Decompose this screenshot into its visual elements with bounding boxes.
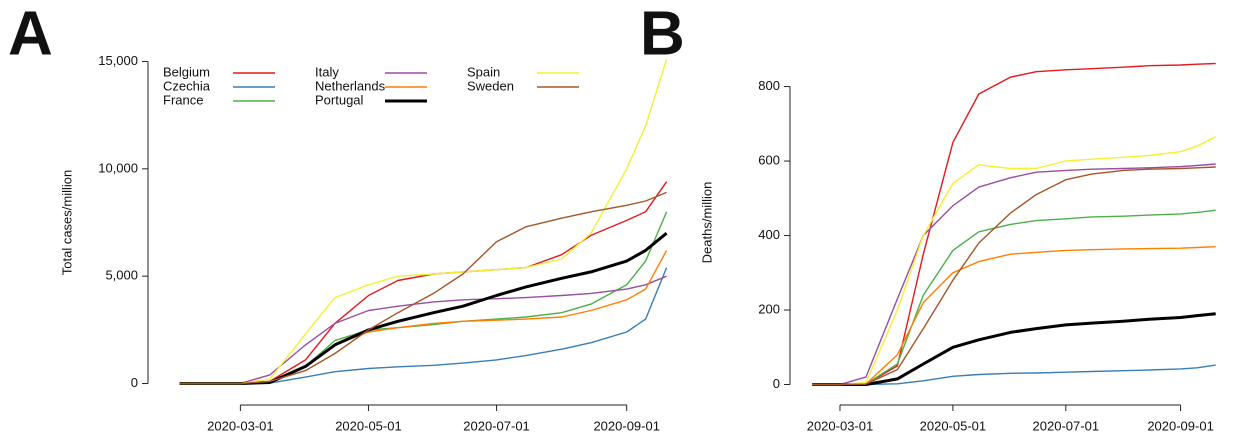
x-tick-label: 2020-05-01 [335, 418, 402, 433]
series-line [812, 136, 1217, 386]
series-line [812, 312, 1216, 386]
legend-label: Spain [467, 64, 500, 79]
x-tick-label: 2020-05-01 [920, 418, 987, 433]
panel-label: B [640, 0, 685, 68]
series-line [812, 364, 1216, 386]
series-line [179, 275, 667, 385]
y-axis-label: Total cases/million [59, 170, 74, 276]
x-tick-label: 2020-09-01 [1147, 418, 1214, 433]
legend-label: Italy [315, 64, 339, 79]
series-line [812, 166, 1216, 386]
y-tick-label: 5,000 [105, 268, 138, 283]
x-tick-label: 2020-07-01 [1033, 418, 1100, 433]
y-tick-label: 15,000 [98, 53, 138, 68]
legend-label: Czechia [163, 78, 211, 93]
x-tick-label: 2020-07-01 [463, 418, 530, 433]
series-line [812, 163, 1216, 386]
x-tick-label: 2020-09-01 [593, 418, 660, 433]
series-line [179, 59, 668, 385]
series-line [812, 62, 1216, 386]
series-line [179, 211, 668, 385]
legend-label: Belgium [163, 64, 210, 79]
y-tick-label: 0 [773, 376, 780, 391]
y-tick-label: 10,000 [98, 160, 138, 175]
panel-label: A [8, 0, 53, 68]
legend-label: Netherlands [315, 78, 386, 93]
x-tick-label: 2020-03-01 [807, 418, 874, 433]
series-line [179, 191, 667, 385]
y-tick-label: 0 [131, 375, 138, 390]
series-line [179, 232, 668, 385]
y-tick-label: 200 [758, 301, 780, 316]
y-tick-label: 400 [758, 227, 780, 242]
y-tick-label: 800 [758, 78, 780, 93]
y-axis-label: Deaths/million [699, 182, 714, 264]
legend-label: France [163, 92, 203, 107]
y-tick-label: 600 [758, 152, 780, 167]
x-tick-label: 2020-03-01 [207, 418, 274, 433]
legend-label: Portugal [315, 92, 364, 107]
legend-label: Sweden [467, 78, 514, 93]
series-line [812, 209, 1216, 386]
series-line [812, 246, 1216, 386]
